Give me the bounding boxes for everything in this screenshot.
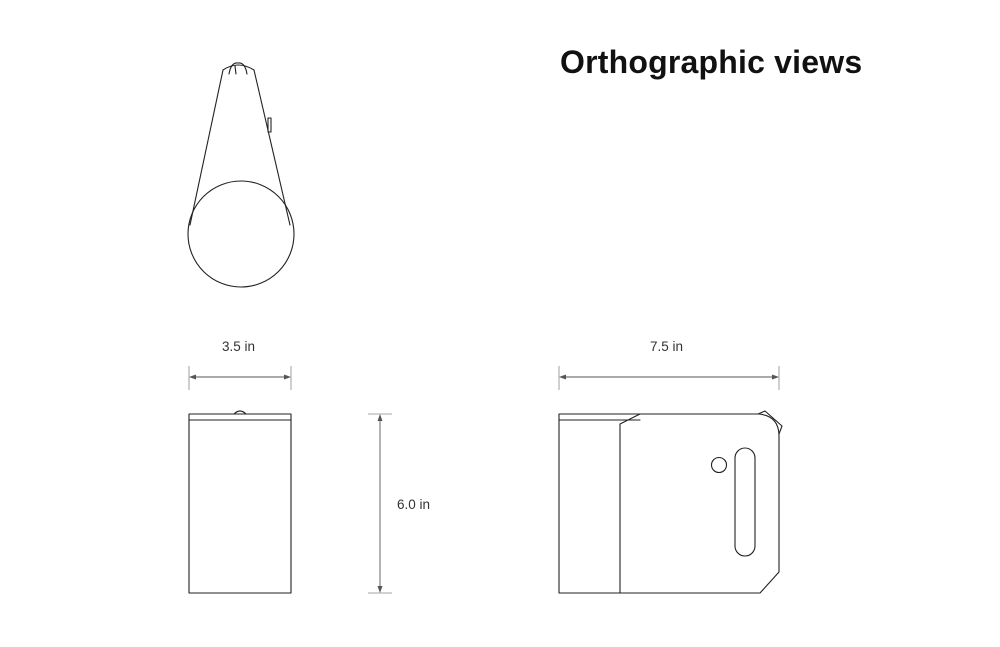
height-label: 6.0 in [397, 497, 431, 512]
height-dimension [368, 413, 392, 594]
front-view [188, 410, 292, 594]
front-view-knob [233, 410, 247, 415]
top-view-taper [189, 64, 291, 226]
front-view-body [188, 413, 292, 594]
front-width-dimension [188, 366, 292, 390]
side-width-dimension [558, 366, 780, 390]
side-view-button [710, 456, 728, 474]
top-view-tip [228, 62, 248, 75]
side-view-body [558, 413, 780, 594]
side-view-clip [757, 410, 783, 435]
side-width-label: 7.5 in [650, 339, 684, 354]
top-view-circle [187, 180, 295, 288]
top-view [187, 62, 295, 288]
top-view-tip-line [234, 65, 237, 75]
front-width-label: 3.5 in [222, 339, 256, 354]
side-view [558, 410, 783, 594]
top-view-tab [267, 117, 272, 133]
side-view-panel-edge [619, 413, 641, 594]
drawing-title: Orthographic views [560, 44, 863, 80]
side-view-slot [734, 447, 756, 557]
